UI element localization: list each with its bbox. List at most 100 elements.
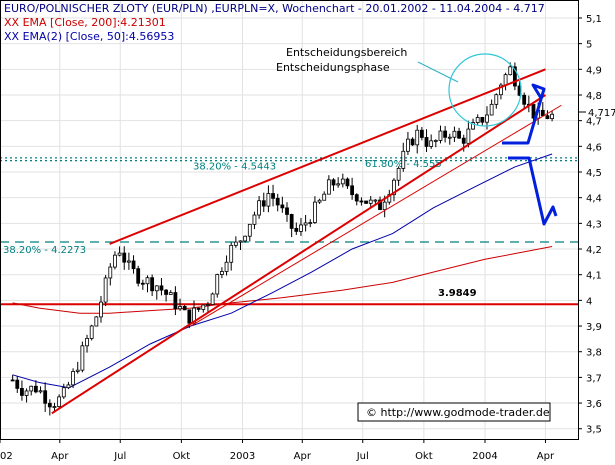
price-bar-body <box>178 306 182 310</box>
price-bar-body <box>424 137 429 147</box>
y-tick-label: 4,2 <box>586 245 602 256</box>
y-tick-label: 4,4 <box>586 194 602 205</box>
price-bar-body <box>406 138 410 152</box>
price-bar-body <box>359 200 364 203</box>
price-bar-body <box>503 74 508 86</box>
price-bar-body <box>15 379 20 389</box>
price-bar-body <box>340 178 345 185</box>
price-bar-body <box>192 307 196 324</box>
price-bar-body <box>85 338 89 347</box>
trendlines <box>51 68 562 415</box>
decision-circle <box>448 53 522 127</box>
price-bar-body <box>299 224 303 232</box>
price-bar-body <box>247 223 252 237</box>
price-bar-body <box>252 214 257 225</box>
y-tick-label: 4,9 <box>586 65 602 76</box>
price-bar-body <box>550 113 554 120</box>
y-tick-label: 5,1 <box>586 14 602 25</box>
price-bar-body <box>187 309 192 324</box>
price-bar-body <box>489 103 494 116</box>
ema50-legend: XX EMA(2) [Close, 50]:4.56953 <box>4 30 174 43</box>
price-bar-body <box>219 271 224 275</box>
price-bar-body <box>382 201 387 211</box>
y-tick-label: 4,8 <box>586 91 602 102</box>
price-bar-body <box>122 252 127 263</box>
ema-lines <box>12 153 553 389</box>
price-bar-body <box>89 325 94 339</box>
price-bar-body <box>33 385 38 393</box>
y-tick-label: 3,6 <box>586 399 602 410</box>
price-bar-body <box>433 139 438 142</box>
ema-line <box>12 153 553 389</box>
ema200-legend-label: EMA [Close, 200]:4.21301 <box>23 16 166 29</box>
price-bar-body <box>294 227 299 232</box>
price-bar-body <box>345 178 350 187</box>
price-bar-body <box>159 285 164 291</box>
price-bar-body <box>364 200 368 204</box>
price-bar-body <box>150 277 155 292</box>
price-bar-body <box>210 293 215 305</box>
price-bar-body <box>336 183 341 186</box>
price-bar-body <box>71 371 75 386</box>
y-tick-label: 4,5 <box>586 168 602 179</box>
price-bar-body <box>108 266 113 279</box>
ema50-legend-marker: XX <box>4 30 20 43</box>
price-bar-body <box>452 130 457 138</box>
x-tick-label: Apr <box>537 451 555 462</box>
price-bar-body <box>238 240 243 243</box>
trendline <box>190 104 562 327</box>
y-tick-label: 5 <box>586 40 592 51</box>
price-bar-body <box>66 384 71 389</box>
price-bar-body <box>47 402 52 408</box>
price-bar-body <box>261 200 266 207</box>
y-tick-label: 3,9 <box>586 322 602 333</box>
level-label: 38.20% - 4.2273 <box>3 245 86 256</box>
price-bar-body <box>494 94 499 105</box>
price-bar-body <box>419 129 424 138</box>
price-bar-body <box>317 199 322 203</box>
last-value-label: 4,717 <box>588 108 615 119</box>
y-tick-label: 3,5 <box>586 425 602 436</box>
bullish-scenario-arrow <box>502 83 546 145</box>
watermark-box <box>357 402 551 422</box>
price-bar-body <box>99 301 103 318</box>
price-bar-body <box>182 306 187 311</box>
price-bar-body <box>396 167 401 181</box>
price-bar-body <box>80 345 85 371</box>
price-bar-body <box>531 103 536 119</box>
price-bar-body <box>164 289 168 295</box>
drawings <box>502 83 558 226</box>
price-bar-body <box>392 179 396 196</box>
price-bar-body <box>24 390 29 396</box>
price-bar-body <box>415 129 420 146</box>
x-axis: 2002 Apr Jul Okt 2003 Apr Jul Okt 2004 Apr <box>0 439 555 462</box>
trendline <box>109 68 546 245</box>
y-tick-label: 4,7 <box>586 117 602 128</box>
ema-line <box>12 246 553 314</box>
price-bar-body <box>475 117 480 123</box>
price-bar-body <box>373 199 378 202</box>
x-tick-label: Apr <box>51 451 69 462</box>
price-bar-body <box>354 194 359 202</box>
price-bar-body <box>154 285 159 292</box>
plot-frame <box>0 0 579 440</box>
price-bar-body <box>57 396 62 407</box>
price-bar-body <box>145 277 150 285</box>
price-bar-body <box>508 66 513 76</box>
y-tick-label: 4,1 <box>586 271 602 282</box>
price-bar-body <box>29 385 34 392</box>
price-bar-body <box>447 136 452 139</box>
price-bar-body <box>10 379 15 382</box>
level-label: 38.20% - 4.5443 <box>193 162 276 173</box>
price-bar-body <box>350 185 355 196</box>
price-bar-body <box>215 274 220 295</box>
price-bar-body <box>545 115 550 120</box>
price-bar-body <box>173 292 178 310</box>
price-bar-body <box>52 406 57 408</box>
y-tick-label: 4,6 <box>586 142 602 153</box>
x-tick-label: 2003 <box>230 451 255 462</box>
price-bar-body <box>522 94 527 105</box>
price-bar-body <box>131 260 136 270</box>
